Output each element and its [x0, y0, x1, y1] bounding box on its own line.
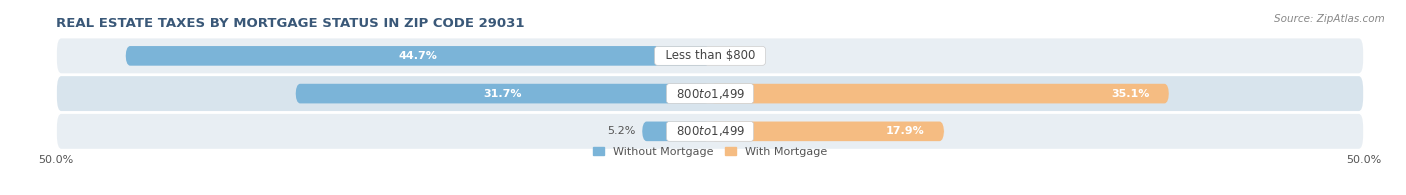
FancyBboxPatch shape: [643, 121, 710, 141]
FancyBboxPatch shape: [56, 113, 1364, 150]
FancyBboxPatch shape: [710, 84, 1168, 103]
Text: 5.2%: 5.2%: [607, 126, 636, 136]
FancyBboxPatch shape: [295, 84, 710, 103]
Text: Less than $800: Less than $800: [658, 49, 762, 62]
Text: 44.7%: 44.7%: [398, 51, 437, 61]
Text: 17.9%: 17.9%: [886, 126, 925, 136]
FancyBboxPatch shape: [125, 46, 710, 66]
Text: $800 to $1,499: $800 to $1,499: [669, 124, 751, 138]
Text: $800 to $1,499: $800 to $1,499: [669, 87, 751, 101]
Text: REAL ESTATE TAXES BY MORTGAGE STATUS IN ZIP CODE 29031: REAL ESTATE TAXES BY MORTGAGE STATUS IN …: [56, 17, 524, 30]
Text: 31.7%: 31.7%: [484, 89, 522, 99]
Text: 35.1%: 35.1%: [1111, 89, 1149, 99]
FancyBboxPatch shape: [56, 37, 1364, 74]
Legend: Without Mortgage, With Mortgage: Without Mortgage, With Mortgage: [589, 143, 831, 161]
Text: 0.0%: 0.0%: [717, 51, 745, 61]
FancyBboxPatch shape: [710, 121, 943, 141]
Text: Source: ZipAtlas.com: Source: ZipAtlas.com: [1274, 14, 1385, 24]
FancyBboxPatch shape: [56, 75, 1364, 112]
